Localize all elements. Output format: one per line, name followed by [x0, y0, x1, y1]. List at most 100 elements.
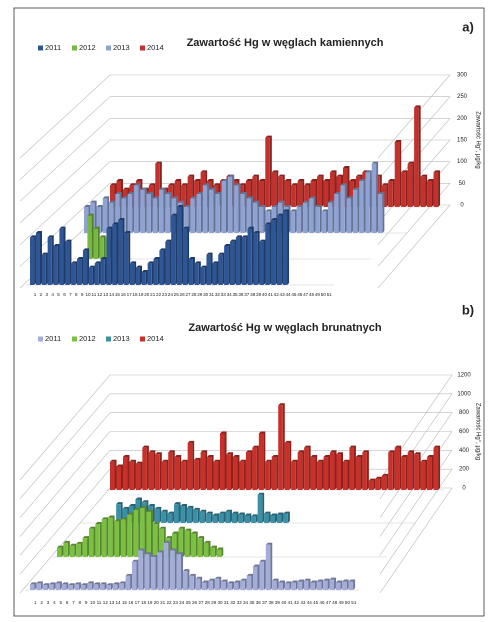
- bar: [323, 580, 328, 590]
- bar: [227, 583, 233, 590]
- bar-shade: [401, 170, 408, 207]
- bar: [323, 181, 329, 207]
- bar: [154, 508, 160, 523]
- bar: [336, 454, 341, 490]
- bar-shade: [433, 170, 441, 207]
- bar: [302, 202, 308, 233]
- bar-shade: [130, 261, 137, 285]
- bar-shade: [100, 582, 107, 590]
- bar: [94, 263, 99, 285]
- bar-shade: [30, 235, 37, 285]
- bar-shade: [127, 192, 135, 233]
- bar: [290, 211, 295, 233]
- bar: [355, 457, 361, 490]
- bar: [155, 454, 160, 490]
- x-tick-label: 13: [109, 600, 115, 605]
- x-tick-label: 46: [319, 600, 325, 605]
- bar-shade: [118, 218, 125, 285]
- bar-shade: [88, 265, 95, 285]
- bar-shade: [264, 511, 271, 523]
- bar-shade: [316, 579, 324, 590]
- bar: [310, 457, 316, 490]
- bar: [153, 259, 158, 285]
- bar-shade: [302, 200, 310, 233]
- bar-shade: [129, 459, 136, 490]
- x-tick-label: 24: [168, 292, 174, 297]
- bar: [88, 528, 94, 557]
- bar: [246, 575, 252, 590]
- bar: [342, 581, 347, 590]
- bar: [112, 224, 117, 285]
- bar-shade: [177, 205, 184, 285]
- bar-shade: [433, 445, 441, 490]
- bar: [116, 504, 121, 523]
- x-tick-label: 3: [47, 600, 50, 605]
- x-tick-label: 42: [274, 292, 280, 297]
- bar: [271, 172, 277, 207]
- bar: [74, 584, 80, 590]
- bar: [258, 433, 264, 490]
- y-tick-label: 200: [459, 467, 470, 473]
- bar: [194, 263, 199, 285]
- bar: [141, 272, 146, 285]
- bar-shade: [87, 213, 94, 259]
- bar: [30, 584, 35, 590]
- bar: [147, 263, 152, 285]
- bar-shade: [323, 179, 331, 207]
- bar: [310, 582, 315, 590]
- bar: [297, 181, 303, 207]
- bar: [53, 246, 58, 285]
- bar: [133, 509, 139, 557]
- bar: [253, 566, 258, 590]
- bar-shade: [278, 580, 285, 590]
- bar-shade: [116, 464, 123, 490]
- x-tick-label: 20: [144, 292, 150, 297]
- bar-shade: [94, 261, 101, 285]
- bar: [401, 457, 406, 490]
- bar: [309, 198, 314, 233]
- bar-shade: [221, 579, 228, 590]
- bar-shade: [209, 187, 216, 233]
- bar: [82, 250, 88, 285]
- y-tick-label: 100: [457, 159, 468, 165]
- bar: [224, 246, 229, 285]
- bar: [304, 580, 309, 590]
- bar-shade: [76, 541, 83, 557]
- bar-shade: [181, 459, 188, 490]
- bar-shade: [202, 580, 209, 590]
- bar: [239, 461, 244, 490]
- y-tick-label: 50: [459, 181, 466, 187]
- x-tick-label: 39: [275, 600, 281, 605]
- bar-shade: [133, 507, 141, 557]
- bar: [195, 578, 201, 590]
- bar-shade: [154, 506, 162, 523]
- x-tick-label: 13: [103, 292, 109, 297]
- bar-shade: [140, 187, 147, 233]
- bar: [401, 172, 406, 207]
- bar-shade: [246, 196, 254, 233]
- bar-shade: [327, 200, 335, 233]
- bar: [233, 582, 239, 590]
- bar-shade: [194, 261, 201, 285]
- bar-shade: [219, 511, 226, 523]
- bar-shade: [239, 459, 246, 490]
- bar-shade: [41, 252, 48, 285]
- bar: [245, 181, 251, 207]
- bar-shade: [57, 545, 64, 557]
- bar: [146, 194, 151, 233]
- bar-shade: [388, 179, 395, 207]
- bar-shade: [233, 580, 241, 590]
- bar-shade: [116, 502, 123, 523]
- x-tick-label: 37: [244, 292, 250, 297]
- bar-shade: [272, 578, 279, 590]
- bar: [245, 452, 251, 490]
- bar: [291, 582, 296, 590]
- x-tick-label: 17: [135, 600, 141, 605]
- bar-shade: [244, 513, 252, 523]
- bar: [124, 233, 129, 285]
- bar-shade: [170, 548, 177, 590]
- bar: [186, 507, 192, 523]
- bar: [96, 207, 101, 233]
- bar-shade: [30, 582, 37, 590]
- y-tick-label: 1200: [457, 373, 471, 379]
